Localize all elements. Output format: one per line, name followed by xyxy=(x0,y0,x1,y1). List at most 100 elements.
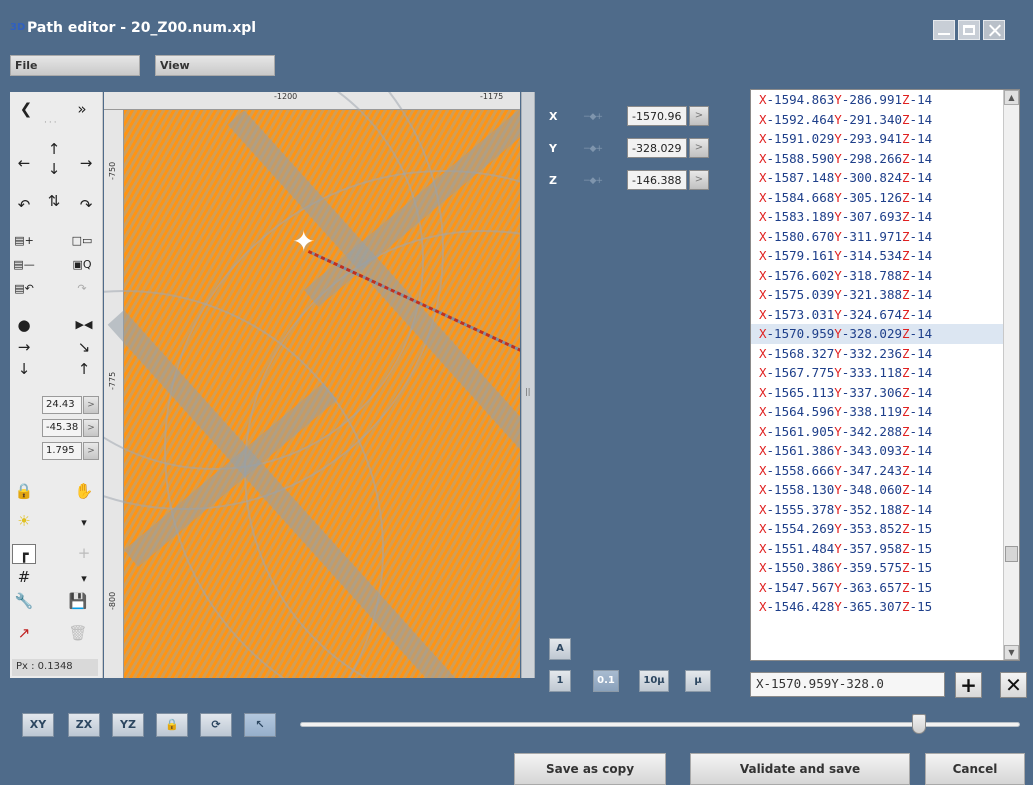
code-line[interactable]: X-1579.161Y-314.534Z-14 xyxy=(751,246,1019,266)
palette-z-field[interactable]: 1.795 xyxy=(42,442,82,460)
code-line[interactable]: X-1551.484Y-357.958Z-15 xyxy=(751,539,1019,559)
code-line-input[interactable]: X-1570.959Y-328.0 xyxy=(750,672,945,697)
code-line[interactable]: X-1592.464Y-291.340Z-14 xyxy=(751,110,1019,130)
collapse-icon[interactable]: » xyxy=(77,100,87,118)
down-step-icon[interactable]: ↓ xyxy=(17,360,31,378)
up-arrow-icon[interactable]: ↑ xyxy=(47,140,61,158)
grid-snap-icon[interactable]: ┏ xyxy=(12,544,36,564)
draw-line-icon[interactable]: ↗ xyxy=(17,624,31,642)
crosshair-icon[interactable]: + xyxy=(77,544,91,562)
hand-icon[interactable]: ✋ xyxy=(74,482,94,500)
code-line[interactable]: X-1594.863Y-286.991Z-14 xyxy=(751,90,1019,110)
palette-z-arrow[interactable]: > xyxy=(83,442,99,460)
code-line[interactable]: X-1561.386Y-343.093Z-14 xyxy=(751,441,1019,461)
code-line[interactable]: X-1547.567Y-363.657Z-15 xyxy=(751,578,1019,598)
grid-icon[interactable]: # xyxy=(17,568,31,586)
palette-x-field[interactable]: 24.43 xyxy=(42,396,82,414)
zoom-slider-thumb[interactable] xyxy=(912,714,927,734)
rotate-right-icon[interactable]: ↷ xyxy=(79,196,93,214)
zoom-in-icon[interactable]: ▤+ xyxy=(14,234,34,247)
close-icon[interactable] xyxy=(983,20,1005,40)
left-arrow-icon[interactable]: ← xyxy=(17,154,31,172)
zoom-box-icon[interactable]: □▭ xyxy=(71,234,93,247)
view-menu[interactable]: View xyxy=(155,55,275,76)
undo-icon[interactable]: ▤↶ xyxy=(14,282,34,295)
select-cursor-icon[interactable]: ↖ xyxy=(244,713,276,737)
code-line[interactable]: X-1558.666Y-347.243Z-14 xyxy=(751,461,1019,481)
code-line[interactable]: X-1588.590Y-298.266Z-14 xyxy=(751,149,1019,169)
file-menu[interactable]: File xyxy=(10,55,140,76)
precision-0-1-button[interactable]: 0.1 xyxy=(593,670,619,692)
position-cursor-icon[interactable]: ✦ xyxy=(292,225,316,258)
redo-icon[interactable]: ↷ xyxy=(77,282,87,295)
code-line[interactable]: X-1546.428Y-365.307Z-15 xyxy=(751,597,1019,617)
code-line[interactable]: X-1567.775Y-333.118Z-14 xyxy=(751,363,1019,383)
panel-splitter[interactable] xyxy=(521,92,535,678)
point-icon[interactable]: ● xyxy=(17,316,31,334)
up-step-icon[interactable]: ↑ xyxy=(77,360,91,378)
z-nudge-icon[interactable]: −◆+ xyxy=(583,176,603,186)
code-line[interactable]: X-1568.327Y-332.236Z-14 xyxy=(751,344,1019,364)
code-line[interactable]: X-1573.031Y-324.674Z-14 xyxy=(751,305,1019,325)
code-line[interactable]: X-1583.189Y-307.693Z-14 xyxy=(751,207,1019,227)
palette-y-field[interactable]: -45.38 xyxy=(42,419,82,437)
zoom-out-icon[interactable]: ▤— xyxy=(13,258,35,271)
absolute-mode-button[interactable]: A xyxy=(549,638,571,660)
x-coordinate-field[interactable]: -1570.96 xyxy=(627,106,687,126)
wrench-icon[interactable]: 🔧 xyxy=(14,592,34,610)
palette-y-arrow[interactable]: > xyxy=(83,419,99,437)
code-line[interactable]: X-1587.148Y-300.824Z-14 xyxy=(751,168,1019,188)
code-line[interactable]: X-1591.029Y-293.941Z-14 xyxy=(751,129,1019,149)
precision-1-button[interactable]: 1 xyxy=(549,670,571,692)
view-xy-button[interactable]: XY xyxy=(22,713,54,737)
x-nudge-icon[interactable]: −◆+ xyxy=(583,112,603,122)
code-line[interactable]: X-1565.113Y-337.306Z-14 xyxy=(751,383,1019,403)
code-line[interactable]: X-1584.668Y-305.126Z-14 xyxy=(751,188,1019,208)
rotate-vertical-icon[interactable]: ⇅ xyxy=(47,192,61,210)
diagonal-arrow-icon[interactable]: ↘ xyxy=(77,338,91,356)
light-dropdown-icon[interactable]: ▾ xyxy=(81,516,87,529)
lock-icon[interactable]: 🔒 xyxy=(14,482,34,500)
z-apply-button[interactable]: > xyxy=(689,170,709,190)
scroll-thumb[interactable] xyxy=(1005,546,1018,562)
rotate-left-icon[interactable]: ↶ xyxy=(17,196,31,214)
light-icon[interactable]: ☀ xyxy=(17,512,31,530)
save-dropdown-icon[interactable]: 💾 xyxy=(68,592,88,610)
toolpath-plot[interactable]: ✦ xyxy=(104,92,520,678)
palette-x-arrow[interactable]: > xyxy=(83,396,99,414)
x-apply-button[interactable]: > xyxy=(689,106,709,126)
precision-10u-button[interactable]: 10µ xyxy=(639,670,669,692)
z-coordinate-field[interactable]: -146.388 xyxy=(627,170,687,190)
save-as-copy-button[interactable]: Save as copy xyxy=(514,753,666,785)
zoom-slider-track[interactable] xyxy=(300,722,1020,727)
forward-arrow-icon[interactable]: → xyxy=(17,338,31,356)
code-line[interactable]: X-1561.905Y-342.288Z-14 xyxy=(751,422,1019,442)
cancel-button[interactable]: Cancel xyxy=(925,753,1025,785)
code-list-scrollbar[interactable]: ▲ ▼ xyxy=(1003,90,1019,660)
path-viewport[interactable]: -1200 -1175 -750 -775 -800 ✦ xyxy=(104,92,520,678)
maximize-icon[interactable] xyxy=(958,20,980,40)
code-line[interactable]: X-1576.602Y-318.788Z-14 xyxy=(751,266,1019,286)
zoom-fit-icon[interactable]: ▣Q xyxy=(72,258,92,271)
down-arrow-icon[interactable]: ↓ xyxy=(47,160,61,178)
grid-dropdown-icon[interactable]: ▾ xyxy=(81,572,87,585)
y-apply-button[interactable]: > xyxy=(689,138,709,158)
y-nudge-icon[interactable]: −◆+ xyxy=(583,144,603,154)
path-code-list[interactable]: X-1594.863Y-286.991Z-14 X-1592.464Y-291.3… xyxy=(750,89,1020,661)
validate-and-save-button[interactable]: Validate and save xyxy=(690,753,910,785)
rotate-view-icon[interactable]: ⟳ xyxy=(200,713,232,737)
scroll-down-icon[interactable]: ▼ xyxy=(1004,645,1019,660)
code-line[interactable]: X-1555.378Y-352.188Z-14 xyxy=(751,500,1019,520)
back-icon[interactable]: ❮ xyxy=(19,100,33,118)
right-arrow-icon[interactable]: → xyxy=(79,154,93,172)
code-line[interactable]: X-1575.039Y-321.388Z-14 xyxy=(751,285,1019,305)
precision-u-button[interactable]: µ xyxy=(685,670,711,692)
add-line-button[interactable]: + xyxy=(955,672,982,698)
code-line[interactable]: X-1564.596Y-338.119Z-14 xyxy=(751,402,1019,422)
code-line[interactable]: X-1580.670Y-311.971Z-14 xyxy=(751,227,1019,247)
minimize-icon[interactable] xyxy=(933,20,955,40)
view-zx-button[interactable]: ZX xyxy=(68,713,100,737)
code-line[interactable]: X-1550.386Y-359.575Z-15 xyxy=(751,558,1019,578)
code-line[interactable]: X-1570.959Y-328.029Z-14 xyxy=(751,324,1019,344)
code-line[interactable]: X-1554.269Y-353.852Z-15 xyxy=(751,519,1019,539)
